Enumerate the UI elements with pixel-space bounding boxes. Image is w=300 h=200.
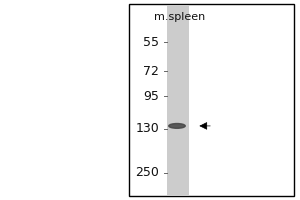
Text: 95: 95 — [143, 90, 159, 103]
Text: 55: 55 — [143, 36, 159, 49]
Bar — [167, 5, 189, 195]
Text: m.spleen: m.spleen — [154, 12, 206, 22]
Bar — [129, 4, 294, 196]
Ellipse shape — [169, 124, 185, 128]
Text: 130: 130 — [135, 122, 159, 135]
Text: 72: 72 — [143, 65, 159, 78]
Text: 250: 250 — [135, 166, 159, 179]
